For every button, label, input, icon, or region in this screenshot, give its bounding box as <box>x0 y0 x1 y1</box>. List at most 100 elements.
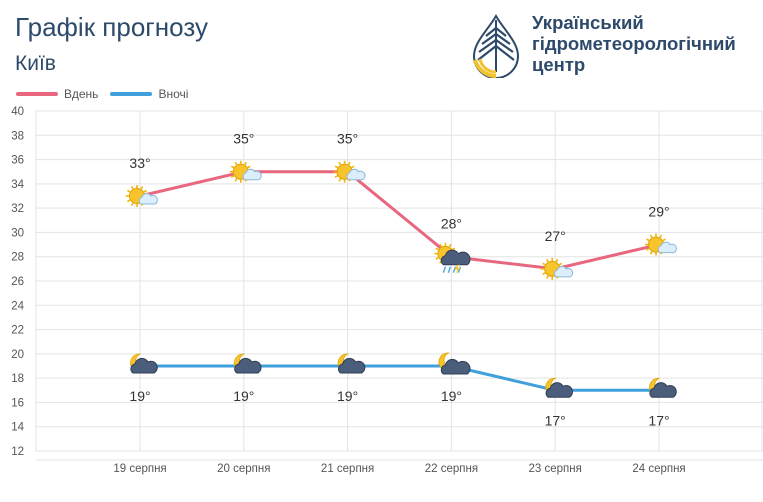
sun-ray <box>338 161 342 166</box>
temperature-labels: 33° 35° 35° 28° 27° 29° 19° 19° 19° 19° 17° 17° <box>129 131 669 429</box>
y-tick-label: 16 <box>11 397 24 409</box>
dark-cloud-shape <box>440 249 471 266</box>
night-temp-label: 19° <box>337 388 358 404</box>
sun-ray <box>234 161 238 166</box>
grid-lines <box>35 110 763 461</box>
city-name: Київ <box>15 52 56 75</box>
night-temp-label: 19° <box>441 388 462 404</box>
sun-ray <box>555 258 559 263</box>
y-tick-label: 36 <box>11 155 24 167</box>
cloud-shape <box>242 168 262 181</box>
sun-ray <box>542 272 546 276</box>
ukrhydromet-logo: Український гідрометеорологічний центр <box>468 12 758 82</box>
dark-cloud-shape <box>440 358 471 375</box>
sun-ray <box>140 186 144 190</box>
legend-night: Вночі <box>110 87 188 101</box>
legend-day-label: Вдень <box>64 87 99 101</box>
y-tick-label: 26 <box>11 276 24 288</box>
day-temp-label: 28° <box>441 216 462 232</box>
night-temp-label: 17° <box>648 412 669 428</box>
dark-cloud-shape <box>649 382 677 398</box>
sun-ray <box>247 165 251 169</box>
moon-cloud-icon <box>130 353 158 374</box>
y-tick-label: 20 <box>11 349 24 361</box>
sun-ray <box>542 262 546 266</box>
y-tick-label: 24 <box>11 300 24 312</box>
sun-ray <box>347 161 351 166</box>
moon-cloud-icon <box>649 377 677 398</box>
legend-day: Вдень <box>16 87 98 101</box>
dark-cloud-shape <box>338 357 366 374</box>
sun-ray <box>546 258 549 263</box>
x-tick-label: 22 серпня <box>425 463 478 475</box>
sun-cloud-icon <box>645 233 677 256</box>
dark-cloud-shape <box>130 357 158 374</box>
day-temp-label: 35° <box>337 131 358 147</box>
sun-ray <box>130 202 134 206</box>
logo-text: Український гідрометеорологічний центр <box>532 12 736 75</box>
logo-line-2: гідрометеорологічний <box>532 33 736 54</box>
y-axis-ticks: 12 14 16 18 20 22 24 26 28 30 32 34 36 38 40 <box>11 106 24 458</box>
sun-ray <box>127 189 131 193</box>
sun-ray <box>234 178 238 182</box>
legend-night-swatch <box>110 92 153 96</box>
rain-drop <box>442 266 447 273</box>
x-tick-label: 23 серпня <box>529 463 582 475</box>
y-tick-label: 12 <box>11 446 24 458</box>
day-temp-label: 27° <box>545 228 566 244</box>
sun-ray <box>649 234 653 239</box>
sun-ray <box>338 178 342 182</box>
sun-ray <box>649 251 653 255</box>
page-title: Графік прогнозу <box>15 12 208 42</box>
y-tick-label: 22 <box>11 325 24 337</box>
series-line-day <box>139 170 660 271</box>
sun-cloud-icon <box>333 160 366 183</box>
sun-ray <box>334 165 339 169</box>
sun-cloud-icon <box>126 185 158 207</box>
y-tick-label: 34 <box>11 179 24 191</box>
weather-icons <box>126 160 677 398</box>
sun-ray <box>546 275 549 279</box>
dark-cloud-shape <box>234 357 262 374</box>
y-tick-label: 28 <box>11 252 24 264</box>
logo-line-3: центр <box>532 54 586 75</box>
y-tick-label: 32 <box>11 203 24 215</box>
logo-line-1: Український <box>532 12 644 33</box>
y-tick-label: 30 <box>11 227 24 239</box>
cloud-shape <box>554 265 574 278</box>
moon-cloud-icon <box>233 353 262 374</box>
sun-ray <box>646 247 650 251</box>
sun-ray <box>558 262 563 266</box>
legend-day-swatch <box>16 92 58 96</box>
moon-cloud-icon <box>545 377 573 398</box>
sun-storm-rain-icon <box>434 242 471 275</box>
x-tick-label: 20 серпня <box>217 463 270 475</box>
sun-ray <box>230 165 235 169</box>
legend-night-label: Вночі <box>158 87 189 101</box>
x-tick-label: 21 серпня <box>321 463 374 475</box>
sun-cloud-icon <box>229 160 262 183</box>
sun-ray <box>130 186 134 190</box>
night-temp-label: 19° <box>233 388 254 404</box>
night-temp-label: 17° <box>545 412 566 428</box>
cloud-shape <box>657 241 677 254</box>
sun-cloud-icon <box>541 257 574 280</box>
y-tick-label: 40 <box>11 106 24 118</box>
sun-ray <box>351 165 355 169</box>
sun-ray <box>435 257 439 260</box>
sun-ray <box>662 238 666 242</box>
sun-ray <box>334 175 339 178</box>
sun-ray <box>244 161 247 166</box>
sun-ray <box>439 243 443 248</box>
sun-ray <box>143 189 147 193</box>
cloud-shape <box>346 168 366 181</box>
chart-legend: Вдень Вночі <box>16 87 200 101</box>
dark-cloud-shape <box>545 382 573 398</box>
y-tick-label: 38 <box>11 130 24 142</box>
moon-dark-cloud-icon <box>438 352 471 375</box>
day-temp-label: 33° <box>129 155 150 171</box>
x-axis-ticks: 19 серпня 20 серпня 21 серпня 22 серпня 23 с… <box>113 463 685 475</box>
day-temp-label: 29° <box>648 204 669 220</box>
moon-cloud-icon <box>337 353 366 374</box>
